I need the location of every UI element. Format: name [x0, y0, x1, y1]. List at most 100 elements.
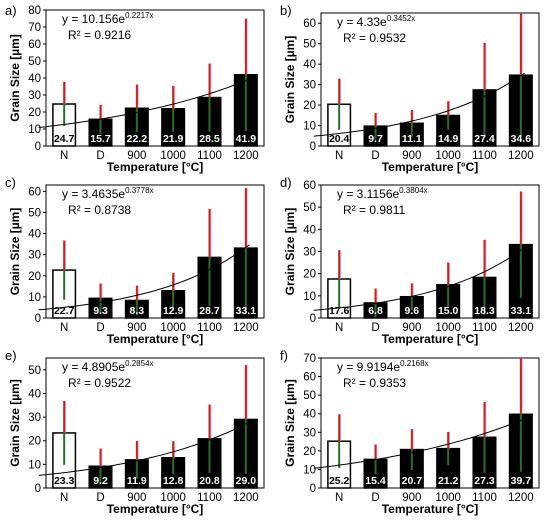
- value-label: 24.7: [54, 133, 75, 145]
- value-label: 9.2: [93, 475, 108, 487]
- value-label: 23.3: [54, 475, 75, 487]
- y-tick-label: 30: [303, 80, 316, 92]
- x-axis-label: Temperature [°C]: [107, 332, 204, 346]
- y-tick-label: 0: [310, 483, 316, 495]
- value-label: 41.9: [236, 133, 257, 145]
- y-tick-label: 60: [303, 180, 316, 192]
- fit-equation: y = 9.9194e0.2168x: [337, 359, 429, 374]
- x-tick-label: 1200: [233, 492, 259, 504]
- value-label: 9.3: [93, 305, 108, 317]
- y-tick-label: 30: [303, 427, 316, 439]
- value-label: 15.4: [365, 475, 386, 487]
- y-tick-label: 50: [28, 56, 41, 68]
- y-tick-label: 10: [303, 291, 316, 303]
- x-tick-label: 1100: [472, 322, 497, 334]
- y-tick-label: 40: [28, 73, 41, 85]
- y-tick-label: 20: [303, 269, 316, 281]
- x-tick-label: D: [371, 322, 379, 334]
- y-tick-label: 0: [35, 313, 41, 325]
- y-tick-label: 60: [303, 372, 316, 384]
- x-tick-label: 1200: [233, 322, 259, 334]
- fit-r-squared: R² = 0.8738: [68, 203, 131, 217]
- y-tick-label: 20: [28, 107, 41, 119]
- value-label: 8.3: [130, 305, 145, 317]
- fit-equation-exponent: 0.3804x: [399, 186, 427, 195]
- value-label: 15.7: [90, 133, 111, 145]
- value-label: 14.9: [438, 133, 459, 145]
- y-tick-label: 10: [28, 459, 41, 471]
- chart-panel-a: a) 0 10 20 30 40 50 60 70 80 Grain Size [µm] Temper…: [5, 3, 265, 174]
- x-tick-label: 1000: [160, 322, 186, 334]
- fit-curve: [313, 418, 525, 469]
- y-tick-label: 40: [303, 409, 316, 421]
- fit-equation-exponent: 0.2854x: [125, 359, 153, 368]
- y-tick-label: 10: [303, 121, 316, 133]
- value-label: 17.6: [329, 305, 350, 317]
- y-tick-label: 10: [28, 292, 41, 304]
- x-tick-label: 1100: [197, 322, 222, 334]
- fit-equation-main: y = 4.33e: [337, 15, 387, 29]
- chart-panel-c: c) 0 10 20 30 40 50 60 Grain Size [µm] Temperatur…: [5, 175, 265, 346]
- y-tick-label: 30: [28, 250, 41, 262]
- value-label: 11.9: [127, 475, 147, 487]
- panel-label: c): [5, 175, 16, 190]
- fit-r-squared: R² = 0.9216: [68, 28, 131, 42]
- chart-panel-e: e) 0 10 20 30 40 50 Grain Size [µm] Temperature …: [5, 348, 265, 516]
- y-tick-label: 70: [303, 353, 316, 365]
- y-tick-label: 20: [28, 436, 41, 448]
- x-axis-label: Temperature [°C]: [107, 502, 204, 516]
- y-tick-label: 20: [303, 446, 316, 458]
- x-tick-label: 1100: [197, 150, 222, 162]
- value-label: 15.0: [438, 305, 459, 317]
- y-tick-label: 50: [303, 202, 316, 214]
- x-axis-label: Temperature [°C]: [382, 502, 479, 516]
- x-tick-label: 1200: [508, 322, 534, 334]
- x-tick-label: 900: [127, 322, 146, 334]
- x-tick-label: 1200: [508, 492, 534, 504]
- y-axis-label: Grain Size [µm]: [283, 208, 297, 296]
- fit-curve: [38, 244, 250, 311]
- x-tick-label: 1000: [160, 150, 186, 162]
- value-label: 33.1: [511, 305, 532, 317]
- y-axis-label: Grain Size [µm]: [8, 34, 22, 122]
- x-axis-label: Temperature [°C]: [382, 332, 479, 346]
- x-tick-label: D: [371, 150, 379, 162]
- x-tick-label: 900: [402, 150, 421, 162]
- chart-panel-d: d) 0 10 20 30 40 50 60 Grain Size [µm] Temperatur…: [280, 175, 540, 346]
- value-label: 34.6: [511, 133, 532, 145]
- value-label: 22.7: [54, 305, 75, 317]
- x-tick-label: 900: [402, 492, 421, 504]
- value-label: 28.7: [199, 305, 220, 317]
- fit-equation-main: y = 9.9194e: [337, 360, 400, 374]
- value-label: 20.4: [329, 133, 350, 145]
- fit-curve: [38, 78, 250, 128]
- x-tick-label: D: [371, 492, 379, 504]
- fit-equation-main: y = 4.8905e: [62, 360, 125, 374]
- fit-equation-exponent: 0.3452x: [387, 14, 415, 23]
- value-label: 21.9: [163, 133, 184, 145]
- y-tick-label: 0: [310, 141, 316, 153]
- x-tick-label: 1000: [435, 322, 461, 334]
- value-label: 25.2: [329, 475, 350, 487]
- fit-r-squared: R² = 0.9353: [343, 376, 406, 390]
- panel-label: b): [280, 3, 292, 18]
- value-label: 9.7: [368, 133, 383, 145]
- y-tick-label: 40: [28, 229, 41, 241]
- fit-equation: y = 3.4635e0.3778x: [62, 186, 154, 201]
- fit-equation: y = 3.1156e0.3804x: [337, 186, 428, 201]
- y-tick-label: 40: [28, 388, 41, 400]
- x-tick-label: N: [335, 492, 343, 504]
- panel-label: f): [280, 348, 288, 363]
- y-tick-label: 80: [28, 5, 41, 17]
- value-label: 33.1: [236, 305, 257, 317]
- plot-frame: [320, 357, 540, 489]
- x-tick-label: 1000: [435, 492, 461, 504]
- chart-panel-b: b) 0 10 20 30 40 50 60 Grain Size [µm] Temperatur…: [280, 3, 540, 174]
- fit-equation: y = 10.156e0.2217x: [62, 11, 154, 26]
- value-label: 20.8: [199, 475, 220, 487]
- x-tick-label: N: [60, 150, 68, 162]
- y-tick-label: 10: [28, 124, 41, 136]
- y-tick-label: 70: [28, 22, 41, 34]
- x-tick-label: D: [96, 322, 104, 334]
